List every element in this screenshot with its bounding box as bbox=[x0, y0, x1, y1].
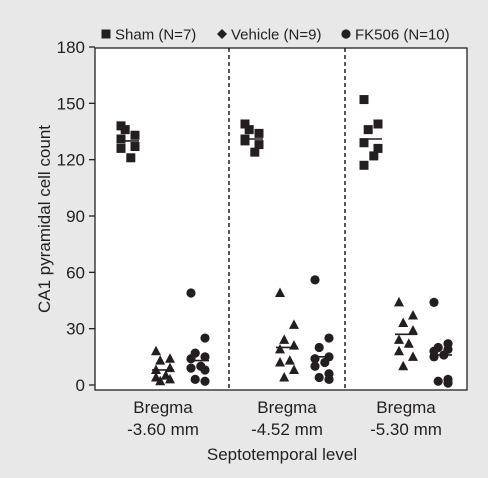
data-point bbox=[200, 333, 210, 343]
data-point bbox=[394, 296, 404, 307]
legend: Sham (N=7) Vehicle (N=9) FK506 (N=10) bbox=[101, 27, 450, 44]
data-point bbox=[130, 142, 140, 152]
legend-label: Vehicle (N=9) bbox=[231, 27, 321, 44]
data-point bbox=[314, 342, 324, 353]
y-tick-label: 60 bbox=[66, 263, 85, 282]
y-axis: 0 30 60 90 120 150 180 bbox=[57, 38, 95, 395]
data-point bbox=[289, 364, 299, 374]
data-point bbox=[254, 140, 264, 150]
data-point bbox=[433, 376, 443, 386]
y-tick-label: 0 bbox=[76, 376, 85, 395]
data-point bbox=[324, 374, 334, 384]
data-point bbox=[130, 130, 140, 140]
data-point bbox=[151, 345, 161, 356]
data-point bbox=[275, 287, 285, 297]
y-tick-label: 30 bbox=[66, 320, 85, 339]
data-point bbox=[186, 354, 196, 364]
data-point bbox=[394, 334, 404, 344]
legend-label: Sham (N=7) bbox=[115, 27, 196, 44]
data-point bbox=[250, 147, 260, 157]
data-point bbox=[240, 119, 250, 129]
data-point bbox=[310, 275, 320, 285]
data-point bbox=[190, 374, 200, 384]
data-point bbox=[279, 371, 290, 382]
data-point bbox=[369, 151, 379, 161]
data-point bbox=[314, 372, 324, 383]
x-group-labels: Bregma -3.60 mm Bregma -4.52 mm Bregma -5.30 … bbox=[127, 398, 442, 439]
legend-marker bbox=[341, 29, 351, 39]
y-tick-label: 90 bbox=[66, 207, 85, 226]
data-point bbox=[398, 317, 409, 328]
group-dividers bbox=[228, 48, 346, 390]
data-point bbox=[120, 125, 130, 135]
data-point bbox=[244, 125, 254, 135]
data-points bbox=[116, 95, 453, 388]
data-point bbox=[116, 134, 126, 144]
data-point bbox=[289, 319, 299, 329]
data-point bbox=[363, 125, 373, 135]
data-point bbox=[443, 378, 453, 388]
data-point bbox=[359, 160, 369, 170]
data-point bbox=[254, 128, 264, 138]
data-point bbox=[408, 310, 418, 320]
x-group-label-line2: -3.60 mm bbox=[127, 420, 199, 439]
data-point bbox=[275, 343, 285, 354]
legend-marker bbox=[101, 29, 111, 39]
x-group-label-line1: Bregma bbox=[376, 398, 436, 417]
x-axis-title: Septotemporal level bbox=[207, 445, 357, 464]
data-point bbox=[398, 360, 409, 371]
data-point bbox=[165, 353, 175, 363]
data-point bbox=[186, 363, 196, 373]
data-point bbox=[373, 119, 383, 129]
legend-label: FK506 (N=10) bbox=[355, 27, 450, 44]
data-point bbox=[116, 143, 126, 153]
x-group-label-line1: Bregma bbox=[133, 398, 193, 417]
data-point bbox=[126, 153, 136, 163]
data-point bbox=[429, 352, 439, 362]
data-point bbox=[200, 376, 210, 386]
plot-area bbox=[94, 47, 468, 391]
data-point bbox=[165, 373, 175, 384]
data-point bbox=[284, 355, 295, 365]
data-point bbox=[200, 365, 210, 375]
data-point bbox=[310, 361, 320, 371]
data-point bbox=[155, 375, 166, 386]
y-axis-title: CA1 pyramidal cell count bbox=[35, 125, 54, 313]
data-point bbox=[394, 345, 404, 356]
data-point bbox=[373, 143, 383, 153]
x-group-label-line1: Bregma bbox=[257, 398, 317, 417]
x-group-label-line2: -4.52 mm bbox=[251, 420, 323, 439]
data-point bbox=[240, 136, 250, 146]
data-point bbox=[429, 297, 439, 307]
median-lines bbox=[117, 138, 452, 371]
data-point bbox=[155, 355, 166, 365]
y-tick-label: 150 bbox=[57, 94, 85, 113]
y-tick-label: 120 bbox=[57, 151, 85, 170]
x-group-label-line2: -5.30 mm bbox=[370, 420, 442, 439]
y-tick-label: 180 bbox=[57, 38, 85, 57]
legend-marker bbox=[217, 29, 227, 39]
data-point bbox=[275, 356, 285, 367]
data-point bbox=[279, 334, 290, 344]
data-point bbox=[359, 138, 369, 148]
data-point bbox=[403, 338, 414, 348]
data-point bbox=[408, 351, 418, 361]
data-point bbox=[186, 288, 196, 298]
data-point bbox=[324, 333, 334, 343]
data-point bbox=[359, 95, 369, 105]
data-point bbox=[408, 325, 418, 335]
data-point bbox=[320, 357, 330, 368]
data-point bbox=[200, 352, 210, 362]
